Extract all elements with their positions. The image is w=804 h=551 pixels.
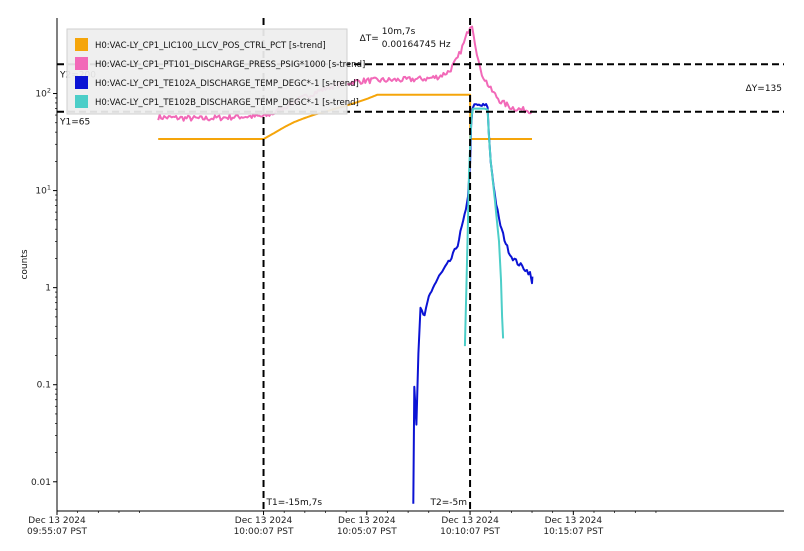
delta-t-prefix: ΔT=	[360, 34, 379, 44]
delta-t-value: 10m,7s	[382, 27, 416, 37]
x-tick-time: 10:05:07 PST	[337, 527, 397, 537]
x-tick-time: 10:15:07 PST	[543, 527, 603, 537]
cursor-t2-label: T2=-5m	[430, 498, 468, 508]
legend-swatch	[75, 38, 88, 51]
legend-entry: H0:VAC-LY_CP1_TE102A_DISCHARGE_TEMP_DEGC…	[95, 79, 359, 89]
legend-swatch	[75, 95, 88, 108]
y-tick-label: 0.01	[31, 478, 51, 488]
y-tick-label: 1	[45, 284, 51, 294]
y-tick-label: 0.1	[37, 381, 51, 391]
x-tick-date: Dec 13 2024	[28, 516, 86, 526]
legend-swatch	[75, 76, 88, 89]
series-line-3	[412, 102, 534, 504]
cursor-t1-label: T1=-15m,7s	[266, 498, 323, 508]
delta-y-label: ΔY=135	[746, 84, 782, 94]
series-line-4	[463, 107, 505, 347]
x-tick-date: Dec 13 2024	[338, 516, 396, 526]
x-tick-time: 10:10:07 PST	[440, 527, 500, 537]
x-tick-time: 09:55:07 PST	[27, 527, 87, 537]
legend-entry: H0:VAC-LY_CP1_LIC100_LLCV_POS_CTRL_PCT […	[95, 41, 326, 51]
legend-entry: H0:VAC-LY_CP1_PT101_DISCHARGE_PRESS_PSIG…	[95, 60, 365, 70]
x-tick-time: 10:00:07 PST	[234, 527, 294, 537]
y-tick-exponent: 2	[47, 87, 51, 95]
y-tick-exponent: 1	[47, 184, 51, 192]
x-tick-date: Dec 13 2024	[441, 516, 499, 526]
chart-legend: H0:VAC-LY_CP1_LIC100_LLCV_POS_CTRL_PCT […	[66, 28, 365, 115]
y-axis-label: counts	[20, 249, 30, 279]
x-tick-date: Dec 13 2024	[235, 516, 293, 526]
delta-t-frequency: 0.00164745 Hz	[382, 40, 451, 50]
legend-box	[66, 28, 348, 115]
y-tick-label: 101	[35, 184, 51, 197]
cursor-y1-label: Y1=65	[59, 118, 90, 128]
legend-entry: H0:VAC-LY_CP1_TE102B_DISCHARGE_TEMP_DEGC…	[95, 98, 359, 108]
legend-swatch	[75, 57, 88, 70]
y-tick-label: 102	[35, 87, 51, 100]
x-tick-date: Dec 13 2024	[545, 516, 603, 526]
